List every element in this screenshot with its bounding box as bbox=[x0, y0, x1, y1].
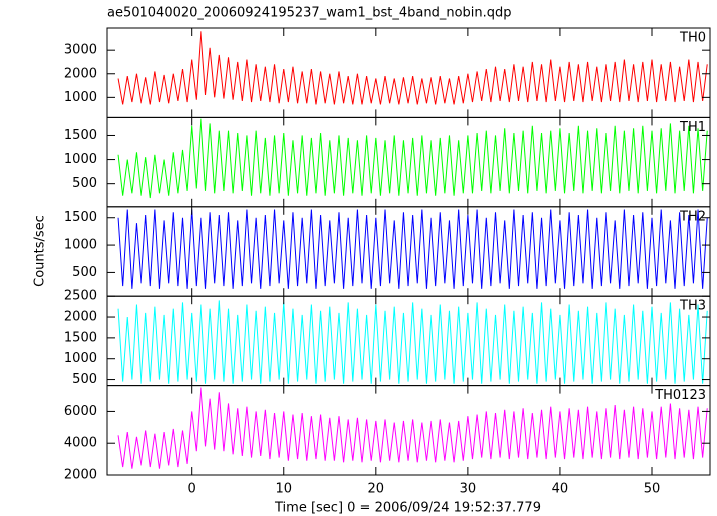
y-axis-label: Counts/sec bbox=[33, 215, 48, 287]
data-line bbox=[117, 31, 708, 105]
x-tick-label: 20 bbox=[368, 482, 385, 497]
y-tick-label: 6000 bbox=[64, 404, 97, 419]
panel-frame bbox=[106, 385, 711, 476]
y-tick-label: 1000 bbox=[64, 90, 97, 105]
panel-frame bbox=[106, 116, 711, 208]
y-tick-label: 4000 bbox=[64, 436, 97, 451]
y-tick-label: 1000 bbox=[64, 351, 97, 366]
data-line bbox=[117, 209, 708, 289]
y-tick-label: 500 bbox=[72, 372, 97, 387]
y-tick-label: 3000 bbox=[64, 43, 97, 58]
data-line bbox=[117, 300, 708, 384]
x-axis-label: Time [sec] 0 = 2006/09/24 19:52:37.779 bbox=[274, 501, 541, 516]
panel-frame bbox=[106, 27, 711, 118]
x-tick-label: 50 bbox=[644, 482, 661, 497]
y-tick-label: 2000 bbox=[64, 310, 97, 325]
y-tick-label: 500 bbox=[72, 265, 97, 280]
x-tick-label: 0 bbox=[188, 482, 196, 497]
panel-label: TH0123 bbox=[654, 388, 706, 403]
data-line bbox=[117, 118, 708, 199]
panel-label: TH1 bbox=[679, 120, 706, 135]
y-tick-label: 2000 bbox=[64, 468, 97, 483]
panel-label: TH0 bbox=[679, 31, 706, 46]
data-line bbox=[117, 387, 708, 469]
y-tick-label: 1000 bbox=[64, 238, 97, 253]
chart-title: ae501040020_20060924195237_wam1_bst_4ban… bbox=[107, 6, 512, 21]
y-tick-label: 1500 bbox=[64, 128, 97, 143]
y-tick-label: 2000 bbox=[64, 66, 97, 81]
y-tick-label: 500 bbox=[72, 176, 97, 191]
y-tick-label: 2500 bbox=[64, 289, 97, 304]
panel-label: TH2 bbox=[679, 209, 706, 224]
panel-label: TH3 bbox=[679, 299, 706, 314]
y-tick-label: 1000 bbox=[64, 152, 97, 167]
y-tick-label: 1500 bbox=[64, 210, 97, 225]
x-tick-label: 30 bbox=[460, 482, 477, 497]
y-tick-label: 1500 bbox=[64, 330, 97, 345]
x-tick-label: 10 bbox=[275, 482, 292, 497]
x-tick-label: 40 bbox=[552, 482, 569, 497]
